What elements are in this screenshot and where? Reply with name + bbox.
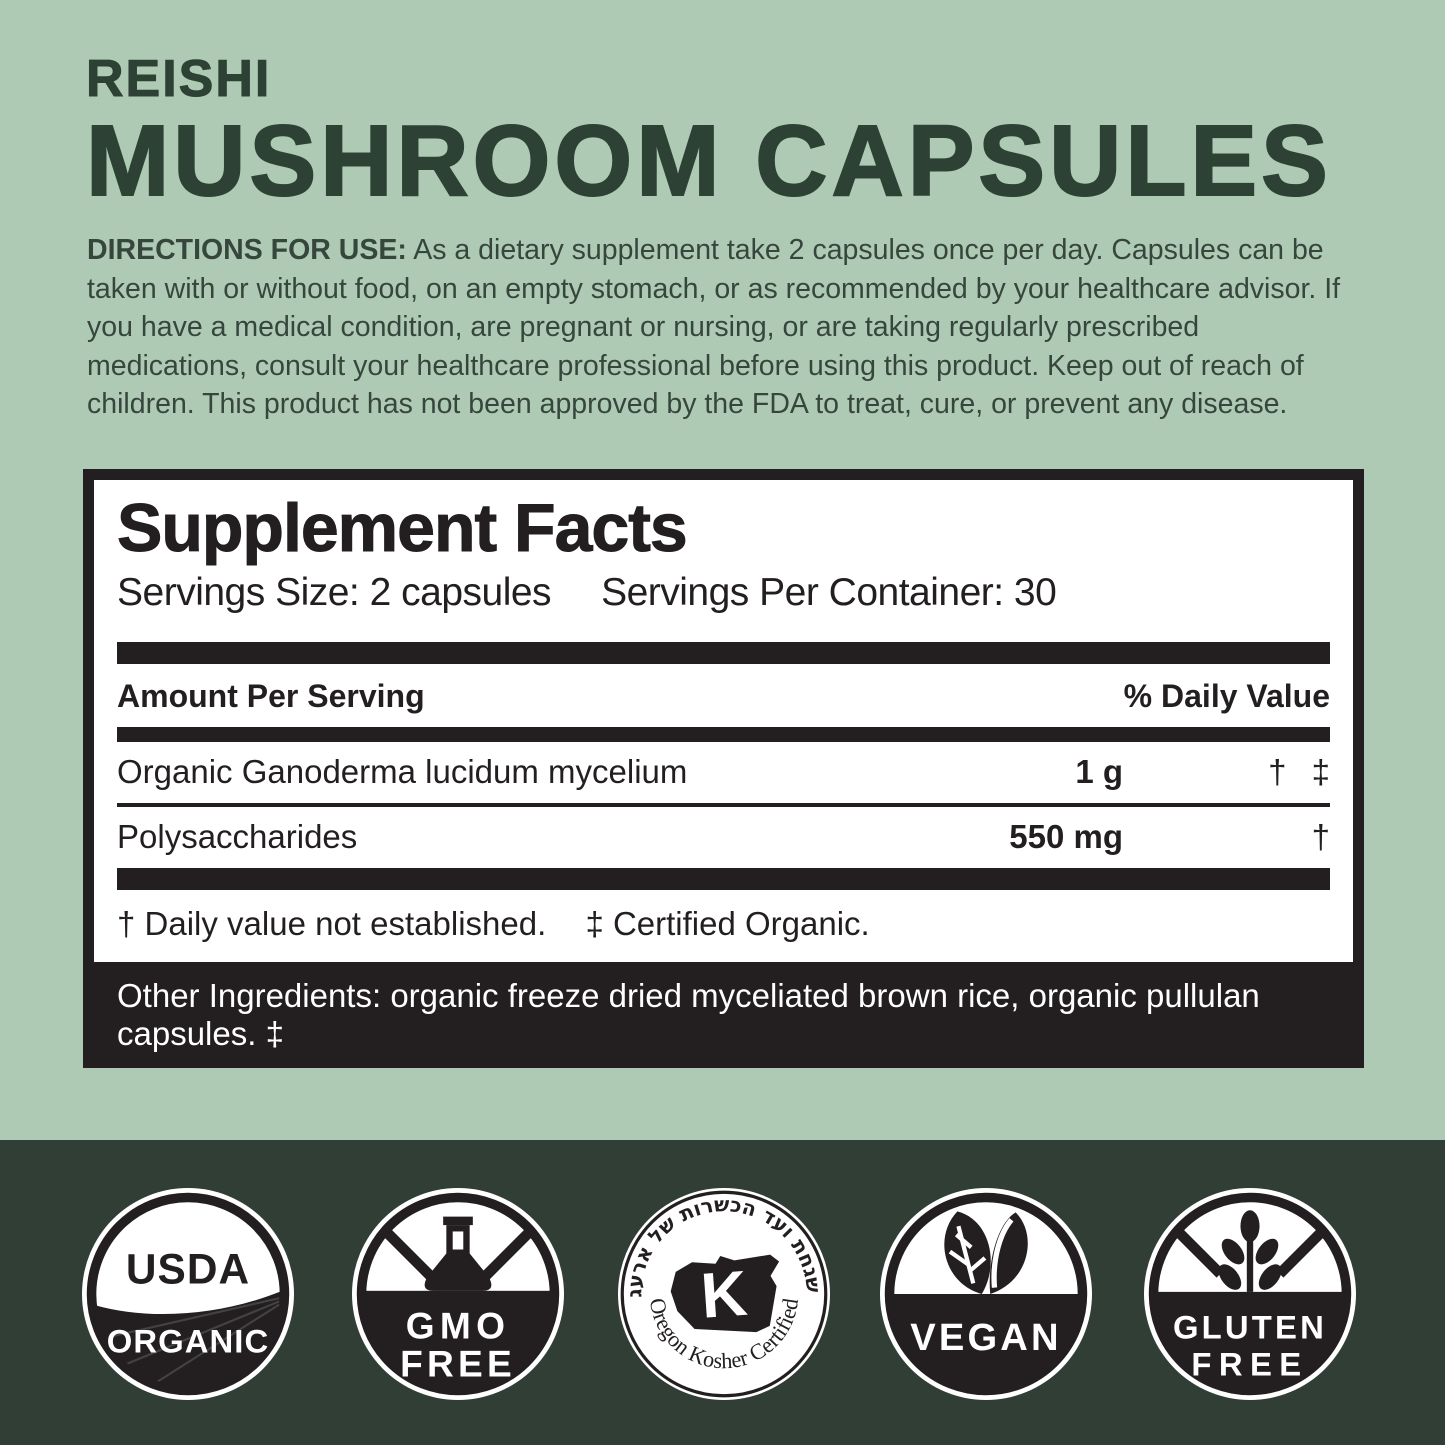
vegan-badge-icon: VEGAN xyxy=(880,1188,1092,1400)
product-name-line1: REISHI xyxy=(86,50,272,108)
servings-line: Servings Size: 2 capsules Servings Per C… xyxy=(117,570,1330,616)
directions-paragraph: DIRECTIONS FOR USE: As a dietary supplem… xyxy=(87,231,1363,424)
footnote: † Daily value not established. ‡ Certifi… xyxy=(117,890,1330,958)
table-row: Organic Ganoderma lucidum mycelium 1 g †… xyxy=(117,742,1330,807)
serving-size: Servings Size: 2 capsules xyxy=(117,571,552,614)
header: REISHI MUSHROOM CAPSULES xyxy=(85,50,1332,217)
supplement-facts-content: Supplement Facts Servings Size: 2 capsul… xyxy=(94,492,1353,958)
footnote-daily-value: † Daily value not established. xyxy=(117,905,547,942)
badge-top-label: GLUTEN xyxy=(1173,1309,1327,1346)
usda-organic-badge-icon: USDA ORGANIC xyxy=(82,1188,294,1400)
other-ingredients-text: Other Ingredients: organic freeze dried … xyxy=(117,977,1260,1052)
amount-per-serving-header: Amount Per Serving xyxy=(117,678,425,714)
badge-k-letter: K xyxy=(699,1258,750,1332)
badge-label: VEGAN xyxy=(910,1316,1062,1359)
supplement-facts-panel: Supplement Facts Servings Size: 2 capsul… xyxy=(83,469,1364,1068)
badge-top-label: GMO xyxy=(406,1305,510,1347)
leaves-icon xyxy=(944,1211,1028,1294)
ingredient-daily-value: † ‡ xyxy=(1268,753,1330,790)
divider-medium xyxy=(117,727,1330,742)
divider-thick xyxy=(117,642,1330,664)
ingredient-amount: 550 mg xyxy=(1009,818,1123,855)
badge-bottom-label: FREE xyxy=(1191,1346,1308,1383)
directions-text: As a dietary supplement take 2 capsules … xyxy=(87,234,1341,420)
footnote-certified-organic: ‡ Certified Organic. xyxy=(585,905,870,942)
wheat-icon xyxy=(1218,1210,1282,1292)
directions-label: DIRECTIONS FOR USE: xyxy=(87,234,407,266)
table-row: Polysaccharides 550 mg † xyxy=(117,807,1330,868)
badge-top-label: USDA xyxy=(126,1245,250,1292)
oregon-state-shape: K xyxy=(670,1254,780,1333)
ingredient-name: Organic Ganoderma lucidum mycelium xyxy=(117,753,688,790)
ingredient-name: Polysaccharides xyxy=(117,818,358,855)
product-name-line2: MUSHROOM CAPSULES xyxy=(85,104,1332,217)
ingredient-amount: 1 g xyxy=(1075,753,1123,790)
supplement-facts-title: Supplement Facts xyxy=(117,490,689,566)
divider-thick xyxy=(117,868,1330,890)
gluten-free-badge-icon: GLUTEN FREE xyxy=(1144,1188,1356,1400)
servings-per-container: Servings Per Container: 30 xyxy=(601,571,1057,614)
facts-header-row: Amount Per Serving % Daily Value xyxy=(117,664,1330,727)
flask-icon xyxy=(424,1216,492,1291)
daily-value-header: % Daily Value xyxy=(1123,678,1330,714)
badge-bottom-label: FREE xyxy=(400,1343,516,1385)
ingredient-daily-value: † xyxy=(1311,818,1330,855)
oregon-kosher-badge-icon: בהשגחת ועד הכשרות של ארעגאן Oregon Koshe… xyxy=(618,1188,830,1400)
badge-bottom-label: ORGANIC xyxy=(107,1322,270,1359)
gmo-free-badge-icon: GMO FREE xyxy=(352,1188,564,1400)
other-ingredients-band: Other Ingredients: organic freeze dried … xyxy=(83,962,1364,1068)
